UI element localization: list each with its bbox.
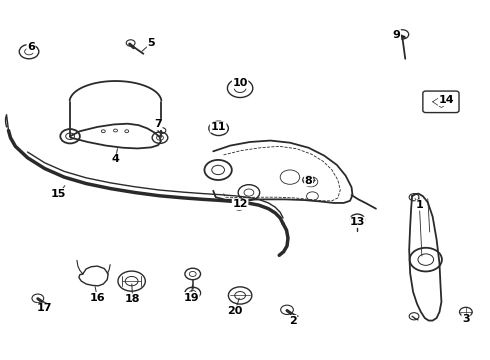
Text: 4: 4 — [112, 154, 120, 164]
Text: 12: 12 — [232, 199, 248, 210]
Text: 15: 15 — [50, 189, 66, 199]
Text: 7: 7 — [154, 120, 162, 129]
Text: 17: 17 — [37, 303, 52, 314]
Text: 2: 2 — [289, 316, 297, 325]
Text: 18: 18 — [125, 294, 140, 304]
Text: 5: 5 — [147, 38, 155, 48]
Text: 19: 19 — [183, 293, 199, 303]
Text: 16: 16 — [90, 293, 105, 303]
Text: 13: 13 — [350, 217, 365, 227]
Text: 1: 1 — [416, 200, 424, 210]
Text: 10: 10 — [232, 78, 248, 88]
Text: 11: 11 — [210, 122, 226, 132]
Text: 6: 6 — [27, 42, 35, 52]
Text: 8: 8 — [305, 176, 313, 186]
Text: 9: 9 — [392, 30, 400, 40]
Text: 3: 3 — [462, 314, 469, 324]
Text: 14: 14 — [439, 95, 454, 105]
Text: 20: 20 — [227, 306, 243, 316]
